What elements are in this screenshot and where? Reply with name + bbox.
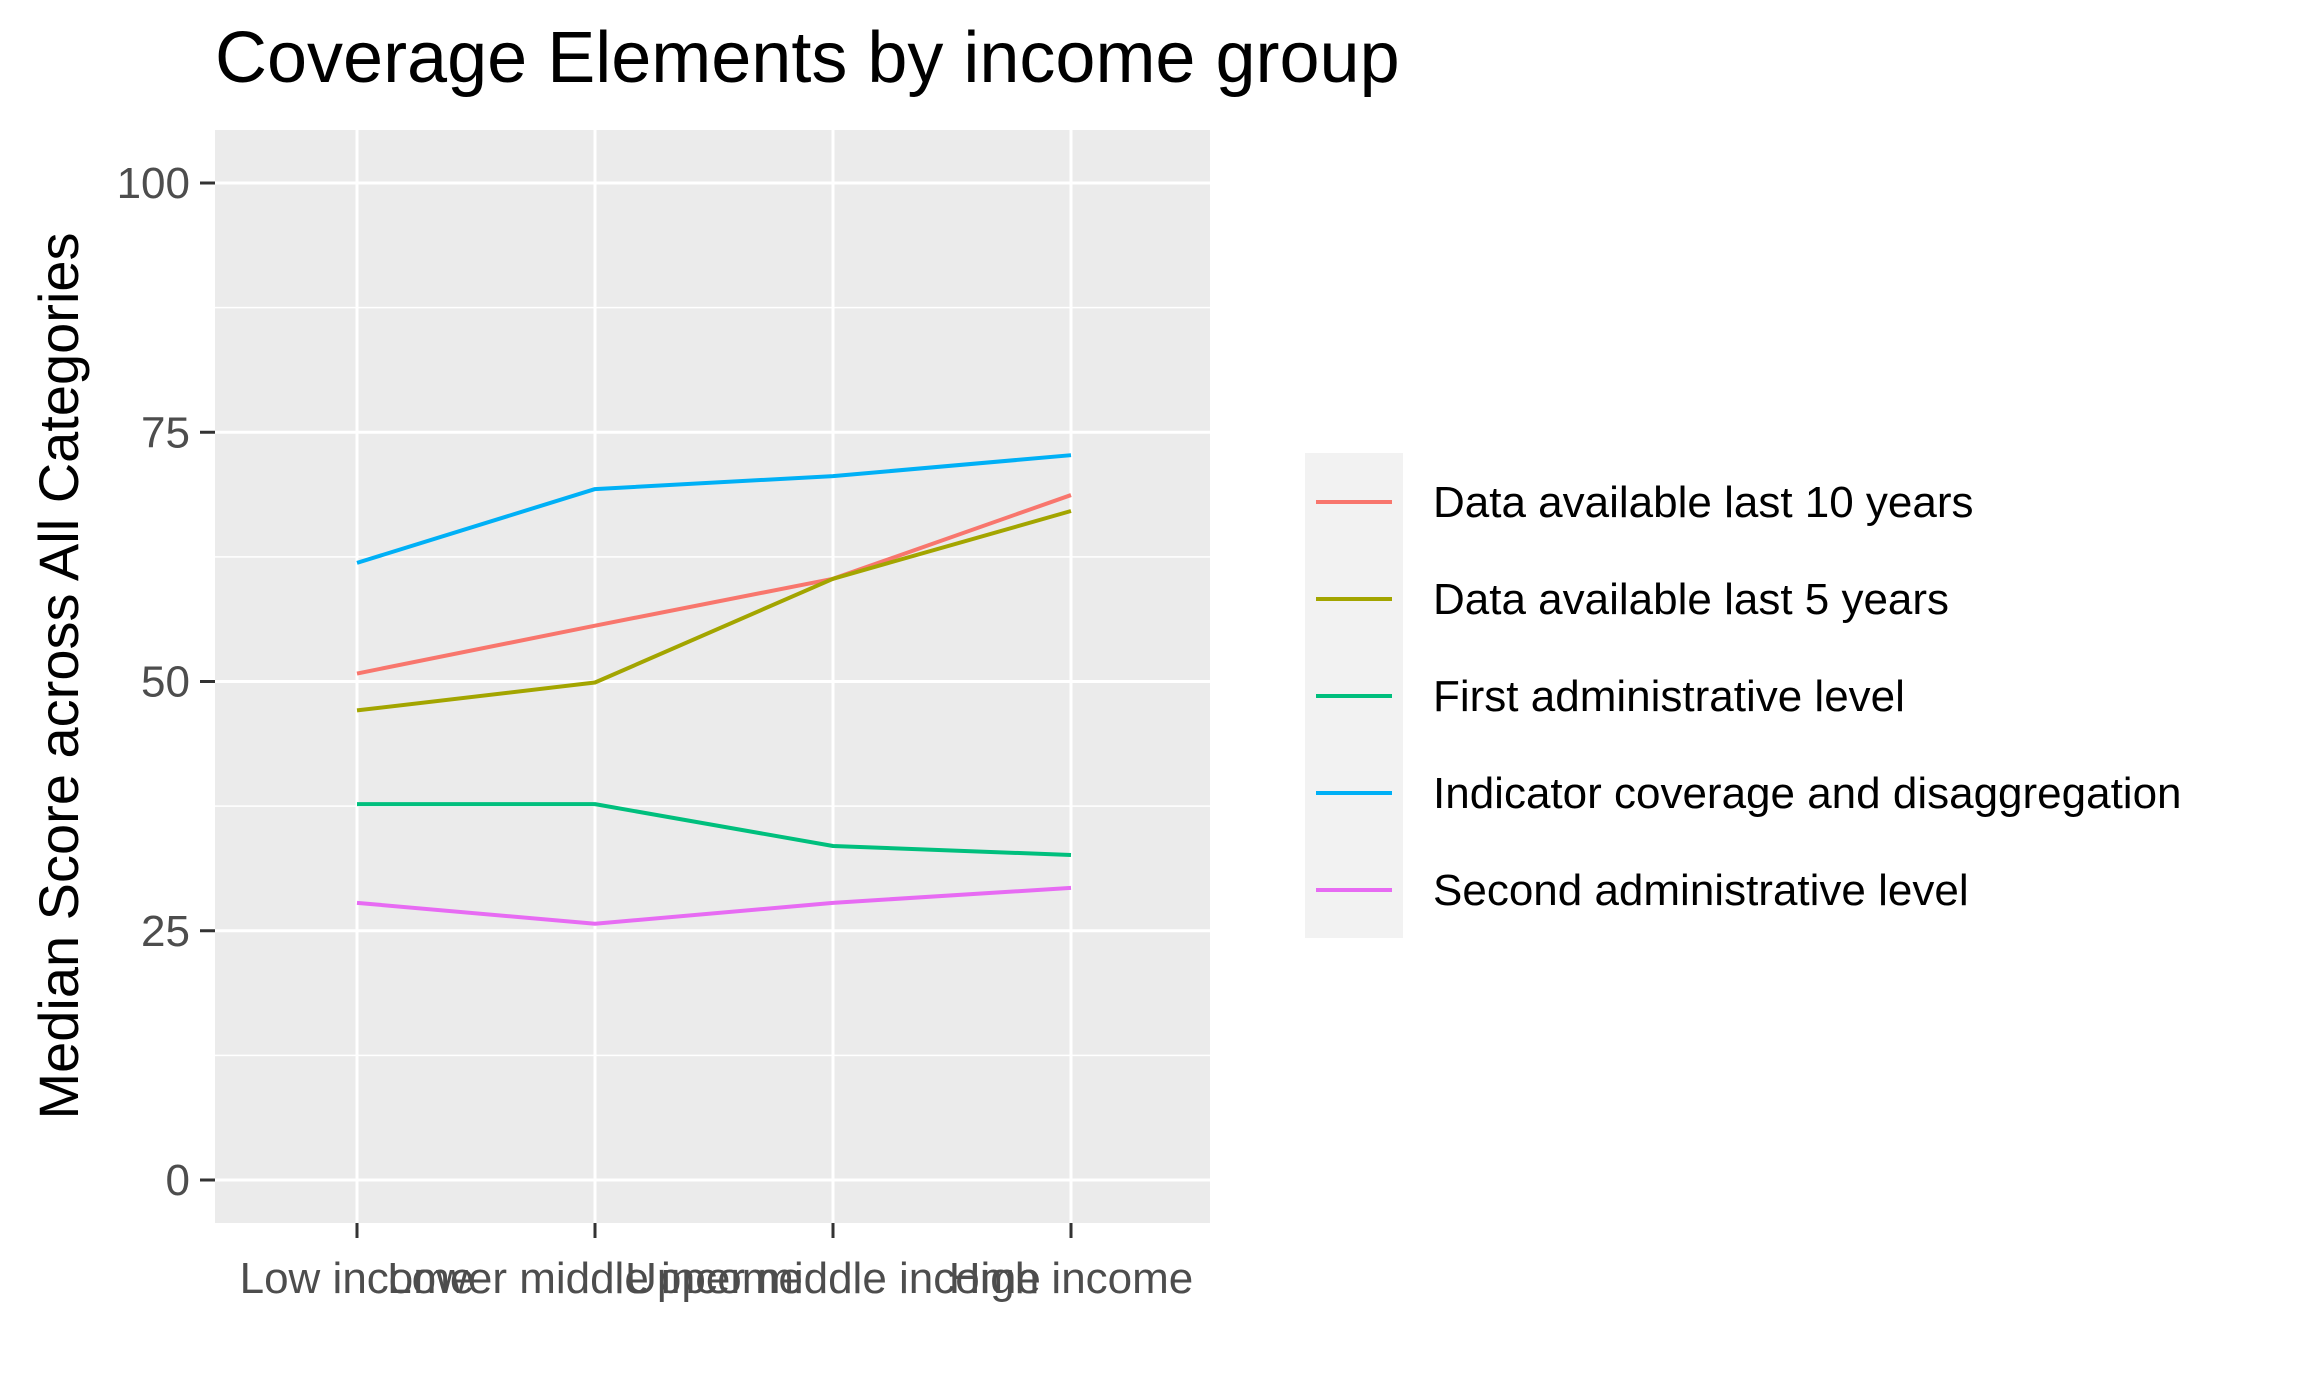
series-lines (356, 453, 1072, 926)
series-line (357, 802, 1072, 857)
legend-label: Data available last 10 years (1433, 478, 1974, 527)
series-line (356, 453, 1072, 565)
series-line (356, 885, 1072, 926)
legend-label: Data available last 5 years (1433, 575, 1949, 624)
gridlines (215, 130, 1210, 1223)
x-tick-label: Lower middle income (387, 1254, 803, 1303)
y-tick-label: 25 (141, 907, 190, 956)
legend: Data available last 10 years Data availab… (1305, 453, 2182, 938)
x-tick-label: High income (949, 1254, 1194, 1303)
y-tick-label: 0 (166, 1156, 190, 1205)
chart-title: Coverage Elements by income group (215, 18, 1400, 98)
y-tick-label: 50 (141, 658, 190, 707)
plot-panel (215, 130, 1210, 1223)
y-tick-label: 75 (141, 408, 190, 457)
legend-label: Indicator coverage and disaggregation (1433, 769, 2182, 818)
legend-label: Second administrative level (1433, 866, 1969, 915)
y-axis-label: Median Score across All Categories (27, 232, 90, 1119)
x-tick-label: Low income (240, 1254, 475, 1303)
x-tick-label: Upper middle income (625, 1254, 1041, 1303)
series-line (356, 509, 1072, 713)
series-line (356, 493, 1072, 676)
y-tick-label: 100 (117, 159, 190, 208)
legend-label: First administrative level (1433, 672, 1905, 721)
